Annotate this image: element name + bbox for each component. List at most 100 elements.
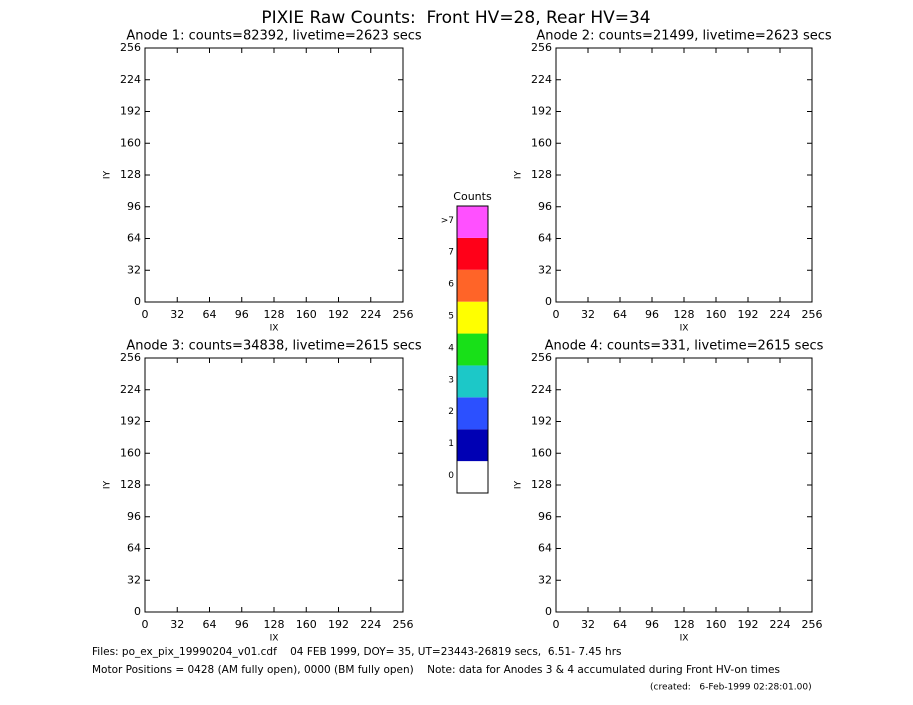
x-tick-label: 32 xyxy=(581,308,595,321)
figure-title: PIXIE Raw Counts: Front HV=28, Rear HV=3… xyxy=(261,8,650,28)
plot-frame xyxy=(555,357,813,613)
y-tick-label: 128 xyxy=(531,478,552,491)
y-tick-label: 224 xyxy=(120,383,141,396)
y-tick-label: 256 xyxy=(531,351,552,364)
x-tick-label: 64 xyxy=(203,618,217,631)
x-tick-label: 0 xyxy=(553,308,560,321)
x-tick-label: 64 xyxy=(613,618,627,631)
colorbar-title: Counts xyxy=(453,190,492,203)
y-tick-label: 192 xyxy=(120,415,141,428)
colorbar-label: >7 xyxy=(441,216,454,226)
x-tick-label: 96 xyxy=(645,618,659,631)
x-tick-label: 64 xyxy=(203,308,217,321)
x-tick-label: 224 xyxy=(770,308,791,321)
y-tick-label: 32 xyxy=(127,573,141,586)
colorbar-swatch xyxy=(457,333,488,366)
y-tick-label: 0 xyxy=(545,605,552,618)
x-tick-label: 32 xyxy=(581,618,595,631)
x-tick-label: 192 xyxy=(328,308,349,321)
colorbar-label: 5 xyxy=(448,312,454,322)
x-tick-label: 96 xyxy=(235,308,249,321)
y-tick-label: 64 xyxy=(538,542,552,555)
x-tick-label: 160 xyxy=(706,308,727,321)
plot-frame xyxy=(555,47,813,303)
y-tick-label: 32 xyxy=(538,573,552,586)
panel-title: Anode 3: counts=34838, livetime=2615 sec… xyxy=(126,339,422,354)
x-tick-label: 160 xyxy=(296,308,317,321)
y-tick-label: 32 xyxy=(127,263,141,276)
x-tick-label: 192 xyxy=(738,618,759,631)
colorbar-swatch xyxy=(457,237,488,270)
x-tick-label: 224 xyxy=(360,618,381,631)
y-tick-label: 128 xyxy=(120,168,141,181)
panel-title: Anode 2: counts=21499, livetime=2623 sec… xyxy=(536,29,832,44)
colorbar-label: 6 xyxy=(448,280,454,290)
x-tick-label: 96 xyxy=(645,308,659,321)
x-tick-label: 64 xyxy=(613,308,627,321)
x-axis-label: IX xyxy=(680,634,689,644)
colorbar-label: 3 xyxy=(448,375,454,385)
y-tick-label: 0 xyxy=(134,295,141,308)
colorbar-label: 0 xyxy=(448,471,454,481)
footer-created: (created: 6-Feb-1999 02:28:01.00) xyxy=(650,683,812,693)
y-tick-label: 256 xyxy=(531,41,552,54)
x-tick-label: 256 xyxy=(393,308,414,321)
y-tick-label: 192 xyxy=(531,105,552,118)
y-axis-label: IY xyxy=(103,170,113,179)
colorbar-label: 7 xyxy=(448,248,454,258)
colorbar-swatch xyxy=(457,365,488,398)
colorbar-swatch xyxy=(457,397,488,430)
x-tick-label: 192 xyxy=(738,308,759,321)
footer-line: Files: po_ex_pix_19990204_v01.cdf 04 FEB… xyxy=(92,646,621,658)
y-tick-label: 160 xyxy=(120,446,141,459)
y-tick-label: 224 xyxy=(531,383,552,396)
y-tick-label: 160 xyxy=(531,446,552,459)
y-axis-label: IY xyxy=(103,480,113,489)
plot-frame xyxy=(144,357,404,613)
x-tick-label: 0 xyxy=(553,618,560,631)
y-tick-label: 96 xyxy=(127,200,141,213)
y-tick-label: 64 xyxy=(127,542,141,555)
y-tick-label: 64 xyxy=(538,232,552,245)
y-tick-label: 96 xyxy=(538,200,552,213)
y-tick-label: 32 xyxy=(538,263,552,276)
y-tick-label: 256 xyxy=(120,41,141,54)
y-tick-label: 224 xyxy=(531,73,552,86)
x-tick-label: 224 xyxy=(360,308,381,321)
y-tick-label: 224 xyxy=(120,73,141,86)
y-tick-label: 96 xyxy=(127,510,141,523)
x-tick-label: 128 xyxy=(674,618,695,631)
footer-line: Motor Positions = 0428 (AM fully open), … xyxy=(92,664,780,676)
x-tick-label: 160 xyxy=(706,618,727,631)
x-tick-label: 128 xyxy=(674,308,695,321)
colorbar-label: 4 xyxy=(448,343,454,353)
plot-frame xyxy=(144,47,404,303)
y-tick-label: 64 xyxy=(127,232,141,245)
x-tick-label: 96 xyxy=(235,618,249,631)
x-tick-label: 128 xyxy=(264,308,285,321)
x-tick-label: 256 xyxy=(802,618,823,631)
x-tick-label: 160 xyxy=(296,618,317,631)
y-axis-label: IY xyxy=(514,480,524,489)
colorbar-swatch xyxy=(457,429,488,462)
x-axis-label: IX xyxy=(270,324,279,334)
y-tick-label: 160 xyxy=(120,136,141,149)
x-tick-label: 256 xyxy=(393,618,414,631)
x-tick-label: 0 xyxy=(142,308,149,321)
x-tick-label: 224 xyxy=(770,618,791,631)
x-tick-label: 256 xyxy=(802,308,823,321)
x-tick-label: 128 xyxy=(264,618,285,631)
panel-title: Anode 4: counts=331, livetime=2615 secs xyxy=(545,339,824,354)
panel-title: Anode 1: counts=82392, livetime=2623 sec… xyxy=(126,29,422,44)
x-tick-label: 192 xyxy=(328,618,349,631)
x-tick-label: 32 xyxy=(170,618,184,631)
y-tick-label: 96 xyxy=(538,510,552,523)
colorbar-swatch xyxy=(457,301,488,334)
colorbar-swatch xyxy=(457,269,488,302)
colorbar-swatch xyxy=(457,461,488,493)
colorbar-label: 1 xyxy=(448,439,454,449)
x-tick-label: 0 xyxy=(142,618,149,631)
x-axis-label: IX xyxy=(680,324,689,334)
